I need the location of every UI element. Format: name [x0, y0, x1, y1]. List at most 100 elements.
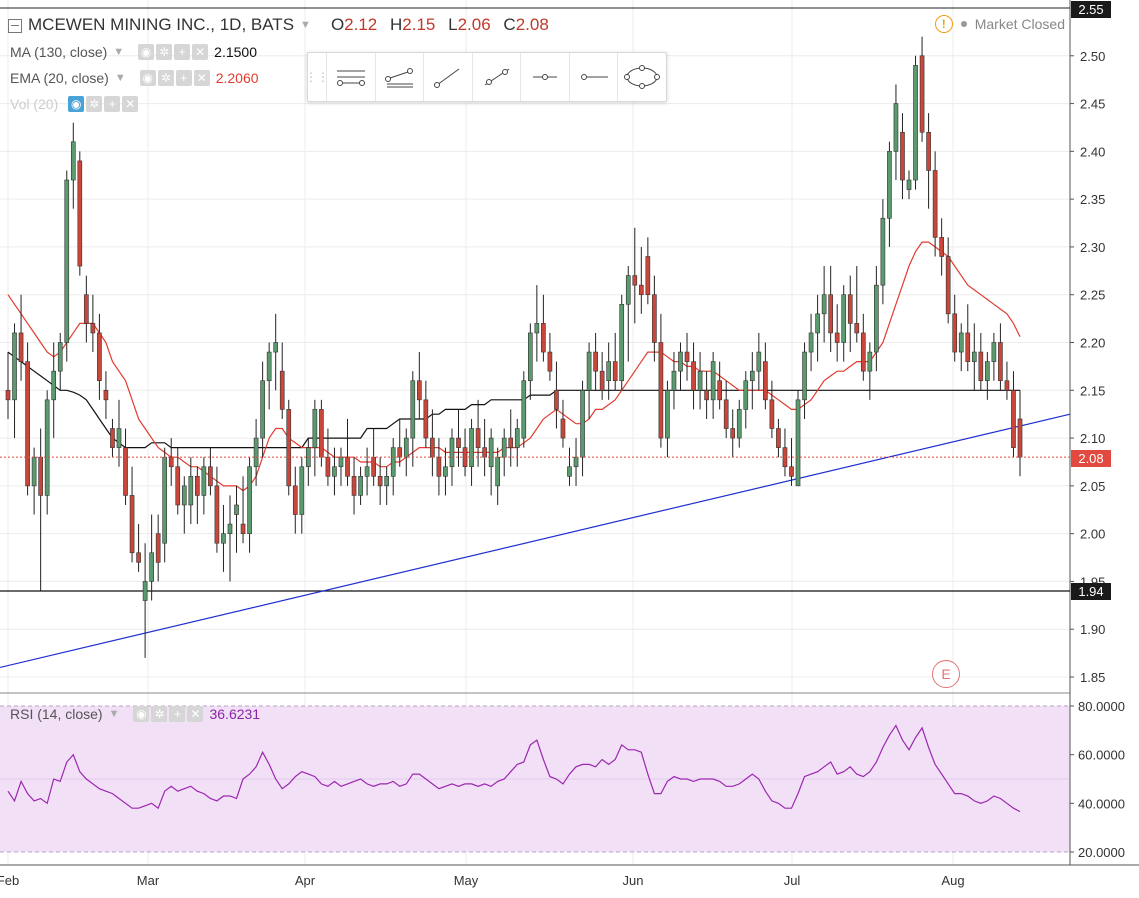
candle	[593, 332, 598, 391]
candle	[266, 342, 272, 410]
candle-body	[423, 399, 429, 439]
candle	[286, 399, 292, 496]
close-icon[interactable]: ✕	[122, 96, 139, 112]
eye-icon[interactable]: ◉	[139, 70, 156, 86]
gear-icon[interactable]: ✲	[151, 706, 168, 722]
candle	[599, 352, 605, 400]
collapse-icon[interactable]	[8, 19, 22, 33]
ellipse-tool-icon[interactable]	[618, 53, 666, 101]
candle	[821, 266, 827, 343]
close-icon[interactable]: ✕	[193, 70, 210, 86]
candle	[234, 485, 239, 553]
ascending-trend-line	[0, 413, 1071, 669]
close-icon[interactable]: ✕	[192, 44, 209, 60]
candle	[423, 380, 429, 448]
candle	[90, 294, 96, 353]
candle	[384, 466, 390, 505]
candle	[116, 399, 122, 467]
legend-rsi[interactable]: RSI (14, close) ▼ ◉ ✲ + ✕ 36.6231	[10, 706, 260, 722]
eye-icon[interactable]: ◉	[138, 44, 155, 60]
rsi-band	[0, 705, 1070, 853]
symbol-title[interactable]: MCEWEN MINING INC., 1D, BATS	[28, 15, 295, 34]
candle-body	[717, 380, 722, 401]
price-tick-label: 1.90	[1080, 622, 1105, 637]
candle-body	[162, 456, 168, 544]
gear-icon[interactable]: ✲	[156, 44, 173, 60]
legend-ema[interactable]: EMA (20, close) ▼ ◉ ✲ + ✕ 2.2060	[10, 70, 259, 86]
ohlc-values: O2.12 H2.15 L2.06 C2.08	[331, 15, 557, 35]
candle-body	[266, 351, 272, 382]
candle-body	[38, 456, 43, 496]
horizontal-ray-tool-icon[interactable]	[570, 53, 619, 101]
rsi-tick-label: 80.0000	[1078, 699, 1125, 714]
brush-tool-icon[interactable]	[424, 53, 473, 101]
candle-body	[867, 351, 873, 372]
candle	[1004, 361, 1010, 400]
candle-body	[436, 456, 442, 477]
price-tick-label: 2.00	[1080, 527, 1105, 542]
candle	[586, 342, 592, 419]
measure-tool-icon[interactable]	[521, 53, 570, 101]
trend-line-tool-icon[interactable]	[473, 53, 522, 101]
legend-vol[interactable]: Vol (20) ◉ ✲ + ✕	[10, 96, 139, 112]
candle-body	[514, 428, 520, 448]
candle-body	[482, 447, 487, 458]
candle-body	[841, 294, 847, 343]
plus-icon[interactable]: +	[104, 96, 121, 112]
gear-icon[interactable]: ✲	[157, 70, 174, 86]
candle-body	[129, 495, 135, 554]
candle	[77, 151, 83, 276]
candle-body	[1017, 418, 1023, 458]
ohlc-low-key: L	[448, 15, 458, 34]
alert-icon[interactable]: !	[934, 15, 953, 33]
earnings-marker[interactable]: E	[932, 660, 960, 688]
candle	[306, 438, 311, 486]
drawing-toolbar: ⋮⋮	[305, 52, 667, 102]
gear-icon[interactable]: ✲	[86, 96, 103, 112]
chevron-down-icon[interactable]: ▼	[114, 72, 126, 84]
candle-body	[364, 466, 370, 477]
candle-body	[541, 323, 546, 353]
candle-body	[697, 370, 703, 391]
candle-body	[815, 313, 820, 334]
candle	[893, 84, 899, 181]
chevron-down-icon[interactable]: ▼	[300, 19, 311, 31]
candle	[625, 266, 631, 362]
price-tick-label: 1.85	[1080, 670, 1105, 685]
candle	[221, 504, 226, 572]
candle	[612, 332, 618, 391]
candle-body	[456, 437, 461, 448]
candle	[534, 285, 540, 362]
price-tick-label: 2.10	[1080, 431, 1105, 446]
candle-body	[12, 332, 17, 401]
legend-ma[interactable]: MA (130, close) ▼ ◉ ✲ + ✕ 2.1500	[10, 44, 257, 60]
chevron-down-icon[interactable]: ▼	[108, 708, 120, 720]
trend-line[interactable]	[0, 413, 1071, 669]
chart-header: MCEWEN MINING INC., 1D, BATS ▼ O2.12 H2.…	[8, 15, 557, 35]
candle	[945, 237, 951, 324]
legend-ema-value: 2.2060	[215, 70, 259, 86]
close-icon[interactable]: ✕	[187, 706, 204, 722]
candle	[31, 447, 37, 515]
eye-icon[interactable]: ◉	[133, 706, 150, 722]
lines-tool-icon[interactable]	[327, 53, 376, 101]
candle-body	[44, 399, 50, 496]
candle	[971, 323, 977, 391]
candle	[521, 371, 527, 448]
candle-body	[279, 370, 285, 410]
plus-icon[interactable]: +	[175, 70, 192, 86]
candle-body	[730, 428, 736, 439]
eye-icon[interactable]: ◉	[68, 96, 85, 112]
chevron-down-icon[interactable]: ▼	[113, 46, 125, 58]
plus-icon[interactable]: +	[174, 44, 191, 60]
candle-body	[51, 370, 57, 401]
candle-body	[155, 533, 161, 563]
candle	[175, 447, 181, 515]
drag-handle-icon[interactable]: ⋮⋮	[305, 53, 329, 101]
plus-icon[interactable]: +	[169, 706, 186, 722]
candle-body	[123, 447, 128, 496]
candle-body	[390, 447, 396, 477]
ohlc-open-key: O	[330, 15, 345, 34]
pitchfork-tool-icon[interactable]	[376, 53, 425, 101]
